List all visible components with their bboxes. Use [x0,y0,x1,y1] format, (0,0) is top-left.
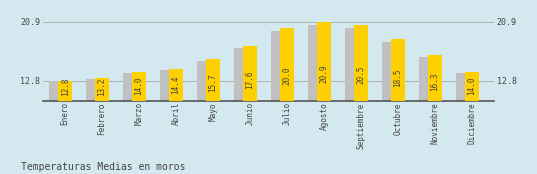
Text: 17.6: 17.6 [245,70,255,89]
Text: 14.4: 14.4 [171,75,180,94]
Text: 18.5: 18.5 [394,69,402,87]
Bar [317,22,331,101]
Bar [58,81,72,101]
Text: Temperaturas Medias en moros: Temperaturas Medias en moros [21,162,186,172]
Bar [345,28,359,101]
Bar [391,39,405,101]
Bar [86,79,100,101]
Bar [280,28,294,101]
Text: 16.3: 16.3 [430,72,439,91]
Bar [354,25,368,101]
Text: 14.0: 14.0 [135,76,143,94]
Text: 15.7: 15.7 [208,73,217,92]
Bar [428,55,442,101]
Bar [234,48,248,101]
Bar [169,69,183,101]
Bar [123,73,137,101]
Bar [132,72,146,101]
Bar [160,70,174,101]
Text: 13.2: 13.2 [98,77,107,96]
Bar [455,73,470,101]
Bar [419,57,433,101]
Bar [95,78,109,101]
Text: 14.0: 14.0 [467,76,476,94]
Text: 20.5: 20.5 [357,66,366,84]
Bar [243,46,257,101]
Bar [206,60,220,101]
Bar [271,31,285,101]
Text: 20.9: 20.9 [320,65,329,84]
Text: 12.8: 12.8 [61,78,70,96]
Bar [465,72,479,101]
Bar [197,61,211,101]
Bar [382,42,396,101]
Bar [308,25,322,101]
Text: 20.0: 20.0 [282,66,292,85]
Bar [49,81,63,101]
